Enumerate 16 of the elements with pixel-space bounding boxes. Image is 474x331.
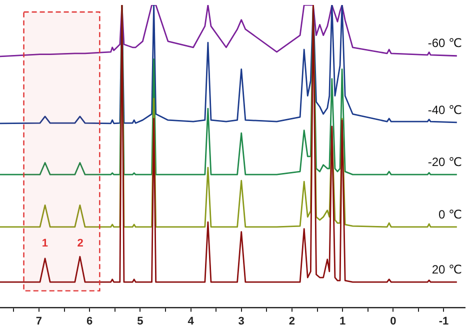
- annotation: 1: [42, 237, 48, 250]
- x-tick-label: 3: [238, 315, 244, 328]
- x-tick-label: 2: [288, 315, 296, 328]
- x-tick-label: -1: [438, 315, 449, 328]
- x-tick-label: 6: [86, 315, 93, 328]
- series-label: 20 ℃: [432, 262, 462, 276]
- series-label: -60 ℃: [428, 36, 462, 50]
- x-tick-label: 4: [188, 315, 195, 328]
- series-label: -20 ℃: [428, 154, 462, 169]
- series-label: -40 ℃: [428, 102, 462, 117]
- x-tick-label: 0: [390, 315, 396, 328]
- series-label: 0 ℃: [438, 207, 462, 222]
- x-tick-label: 5: [137, 315, 144, 328]
- x-tick-label: 1: [339, 315, 346, 328]
- annotation: 2: [77, 237, 84, 250]
- x-tick-label: 7: [36, 315, 42, 328]
